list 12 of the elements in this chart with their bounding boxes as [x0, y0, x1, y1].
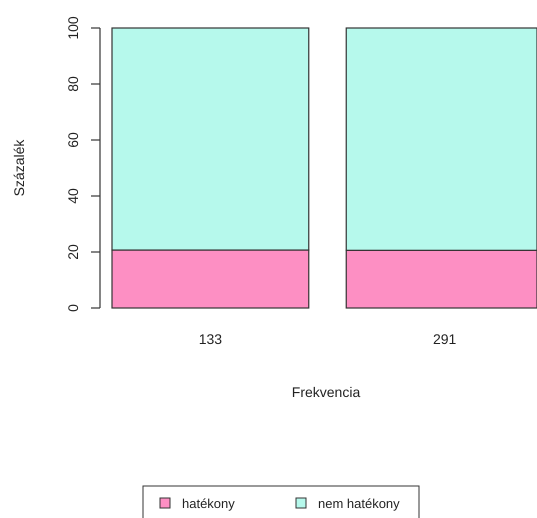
y-tick-label: 40: [65, 188, 81, 204]
y-axis-title: Százalék: [11, 138, 27, 196]
x-tick-label: 133: [198, 331, 222, 347]
y-tick-label: 80: [65, 76, 81, 92]
y-tick-label: 20: [65, 244, 81, 260]
y-tick-label: 0: [65, 304, 81, 312]
y-tick-label: 60: [65, 132, 81, 148]
x-tick-label: 291: [432, 331, 457, 347]
legend-label: nem hatékony: [318, 496, 400, 511]
legend-label: hatékony: [182, 496, 236, 511]
y-tick-label: 100: [65, 16, 81, 40]
x-axis-title: Frekvencia: [292, 384, 360, 400]
